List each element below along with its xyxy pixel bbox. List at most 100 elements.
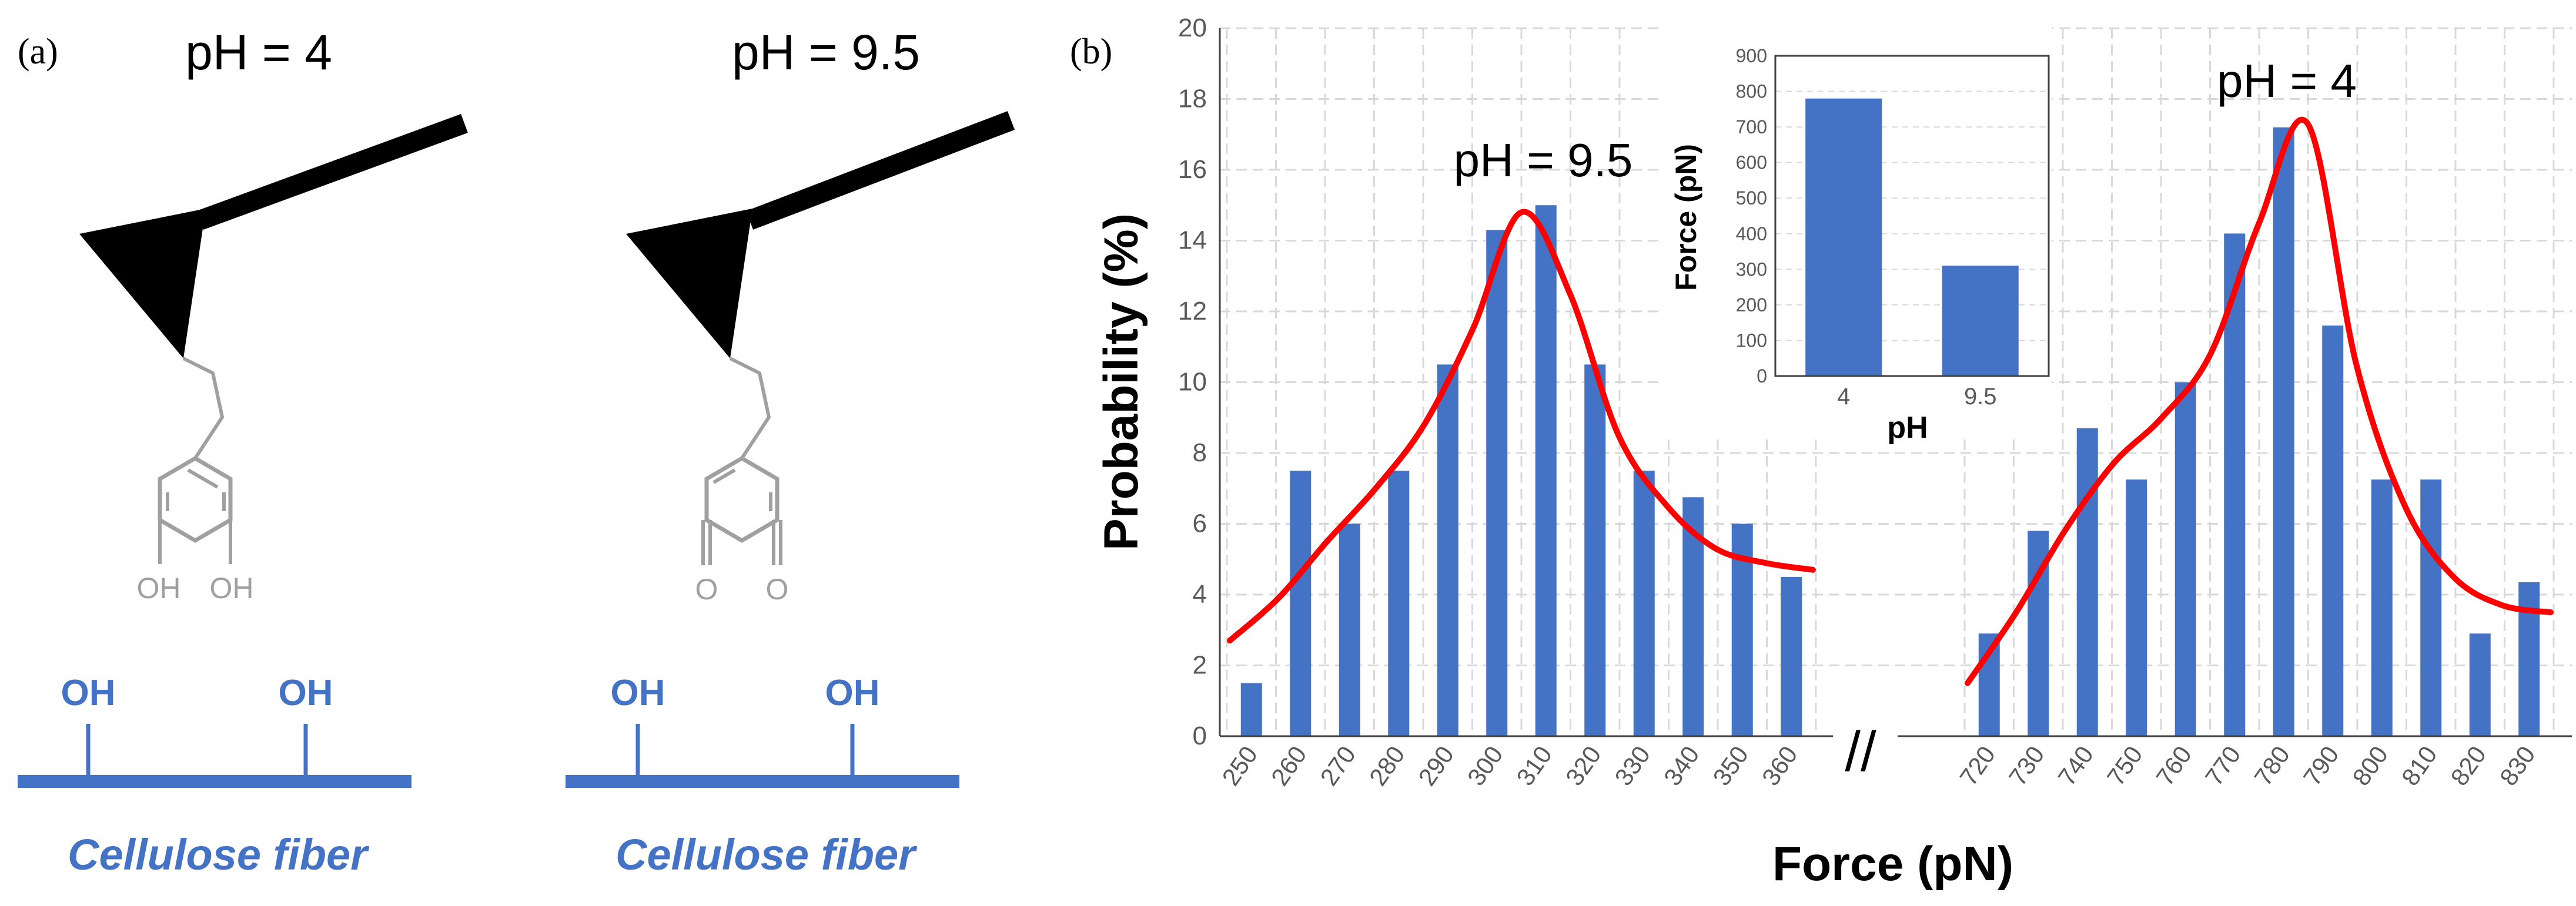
- afm-cantilever-right: [745, 111, 1015, 230]
- main-x-tick-label: 720: [1954, 741, 2000, 790]
- main-x-tick-label: 760: [2150, 741, 2197, 790]
- main-x-tick-label: 340: [1658, 741, 1705, 790]
- inset-plot-frame: [1774, 55, 2050, 377]
- fit-curve: [1965, 116, 2554, 686]
- histogram-bar: [2371, 479, 2393, 736]
- inset-ticks: 0 100 200 300 400 500 600 700 800 900 4 9.5: [1736, 45, 1997, 410]
- main-x-tick-label: 740: [2052, 741, 2099, 790]
- main-x-tick-label: 260: [1266, 741, 1312, 790]
- main-x-tick-label: 290: [1413, 741, 1459, 790]
- main-x-tick-label: 280: [1364, 741, 1410, 790]
- histogram-bar: [1535, 205, 1557, 736]
- fiber-oh-label: OH: [611, 673, 665, 713]
- main-x-tick-label: 350: [1707, 741, 1754, 790]
- histogram-bar: [1437, 364, 1458, 736]
- cellulose-fiber-label-left: Cellulose fiber: [68, 830, 370, 879]
- axis-break-mask: [1833, 724, 1898, 747]
- inset-x-tick-label: 9.5: [1964, 384, 1997, 410]
- inset-y-tick-label: 400: [1736, 223, 1767, 244]
- inset-y-tick-label: 900: [1736, 45, 1767, 66]
- inset-y-tick-label: 200: [1736, 294, 1767, 316]
- afm-tip-right: [626, 209, 752, 358]
- afm-cantilever-left: [196, 114, 468, 230]
- main-x-tick-label: 250: [1216, 741, 1263, 790]
- inset-x-axis-title: pH: [1887, 411, 1928, 445]
- main-y-tick-label: 10: [1178, 368, 1207, 397]
- main-x-tick-label: 320: [1560, 741, 1607, 790]
- main-y-tick-label: 2: [1193, 651, 1207, 680]
- histogram-bar: [1388, 471, 1410, 736]
- scheme-left: pH = 4 OH OH OH OH Cellulose fiber: [18, 25, 468, 879]
- main-y-tick-label: 8: [1193, 438, 1207, 467]
- quinone-ring: [704, 455, 780, 543]
- inset-chart: 0 100 200 300 400 500 600 700 800 900 4 9.5 Force (…: [1664, 18, 2052, 445]
- main-y-tick-label: 20: [1178, 14, 1207, 42]
- fiber-oh-label: OH: [61, 673, 116, 713]
- inset-y-tick-label: 300: [1736, 259, 1767, 280]
- scheme-left-title: pH = 4: [185, 25, 332, 80]
- main-y-tick-label: 6: [1193, 509, 1207, 538]
- scheme-right-title: pH = 9.5: [732, 25, 920, 80]
- main-x-tick-label: 830: [2494, 741, 2541, 790]
- fit-curve: [1227, 209, 1816, 644]
- inset-x-tick-label: 4: [1837, 384, 1850, 410]
- main-fits: [1227, 116, 2554, 686]
- main-y-tick-label: 12: [1178, 297, 1207, 326]
- main-x-tick-label: 820: [2445, 741, 2491, 790]
- axis-break-mark: //: [1845, 720, 1876, 783]
- histogram-bar: [1339, 524, 1360, 736]
- histogram-bar: [1633, 471, 1655, 736]
- inset-bars: [1805, 98, 2019, 376]
- panel-a: (a) pH = 4 OH OH OH OH Cellulose fiber: [18, 25, 1015, 879]
- quinone-o-label: O: [766, 573, 789, 606]
- main-x-tick-label: 770: [2200, 741, 2246, 790]
- catechol-double-bond: [187, 468, 219, 489]
- catechol-ring: [158, 455, 233, 543]
- main-x-tick-label: 790: [2298, 741, 2344, 790]
- histogram-bar: [2420, 479, 2442, 736]
- inset-y-tick-label: 600: [1736, 152, 1767, 173]
- inset-y-tick-label: 800: [1736, 81, 1767, 102]
- main-x-tick-label: 800: [2347, 741, 2393, 790]
- histogram-bar: [1486, 230, 1508, 736]
- histogram-bar: [2322, 326, 2344, 736]
- afm-tip-left: [79, 209, 206, 358]
- histogram-bar: [1781, 576, 1802, 736]
- inset-y-axis-title: Force (pN): [1670, 144, 1702, 291]
- fiber-oh-label: OH: [279, 673, 333, 713]
- main-x-tick-label: 360: [1757, 741, 1803, 790]
- quinone-double-bond: [712, 468, 736, 484]
- main-x-tick-label: 310: [1511, 741, 1557, 790]
- histogram-bar: [2273, 127, 2294, 737]
- main-y-tick-label: 18: [1178, 85, 1207, 113]
- annotation-ph-4: pH = 4: [2217, 55, 2357, 107]
- inset-y-tick-label: 0: [1757, 365, 1767, 387]
- main-x-tick-label: 750: [2102, 741, 2148, 790]
- main-x-tick-label: 810: [2396, 741, 2443, 790]
- linker-chain-left: [182, 357, 225, 459]
- fiber-oh-label: OH: [825, 673, 880, 713]
- scheme-right: pH = 9.5 O O OH OH Cellulose fiber: [566, 25, 1015, 879]
- panel-b-label: (b): [1070, 32, 1112, 72]
- histogram-bar: [2518, 582, 2540, 736]
- histogram-bar: [1290, 471, 1312, 736]
- main-x-tick-label: 300: [1462, 741, 1508, 790]
- main-x-tick-label: 730: [2003, 741, 2050, 790]
- histogram-bar: [2174, 382, 2196, 736]
- main-y-tick-label: 14: [1178, 226, 1207, 255]
- main-y-tick-label: 4: [1193, 580, 1207, 609]
- main-y-axis-title: Probability (%): [1095, 213, 1148, 551]
- histogram-bar: [1240, 683, 1262, 736]
- catechol-oh-label: OH: [210, 572, 254, 605]
- annotation-ph-9-5: pH = 9.5: [1454, 134, 1633, 186]
- linker-chain-right: [729, 357, 771, 459]
- quinone-o-label: O: [695, 573, 718, 606]
- histogram-bar: [2126, 479, 2147, 736]
- cellulose-fiber-label-right: Cellulose fiber: [615, 830, 918, 879]
- catechol-oh-label: OH: [137, 572, 181, 605]
- inset-y-tick-label: 100: [1736, 330, 1767, 351]
- main-x-tick-label: 270: [1314, 741, 1361, 790]
- inset-y-tick-label: 500: [1736, 187, 1767, 209]
- inset-bar: [1942, 266, 2019, 376]
